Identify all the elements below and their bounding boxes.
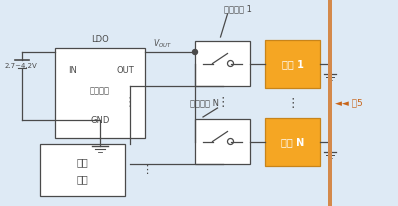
Text: ◄◄ 图5: ◄◄ 图5 xyxy=(335,98,363,108)
Text: ⋮: ⋮ xyxy=(216,96,229,109)
Bar xyxy=(55,48,145,138)
Text: IN: IN xyxy=(68,66,78,75)
Text: LDO: LDO xyxy=(91,35,109,44)
Text: ⋮: ⋮ xyxy=(124,96,136,109)
Text: 负载开关 1: 负载开关 1 xyxy=(224,4,252,13)
Text: 微处: 微处 xyxy=(77,157,88,167)
Bar xyxy=(195,119,250,164)
Bar xyxy=(265,40,320,88)
Bar xyxy=(265,118,320,166)
Text: 理器: 理器 xyxy=(77,174,88,184)
Text: 2.7~4.2V: 2.7~4.2V xyxy=(5,63,38,69)
Text: 线性电源: 线性电源 xyxy=(90,87,110,96)
Text: ⋮: ⋮ xyxy=(286,96,299,110)
Text: OUT: OUT xyxy=(116,66,134,75)
Circle shape xyxy=(193,49,197,55)
Text: 负载开关 N: 负载开关 N xyxy=(190,98,219,107)
Text: 负载 1: 负载 1 xyxy=(281,59,303,69)
Text: 负载 N: 负载 N xyxy=(281,137,304,147)
Bar xyxy=(40,144,125,196)
Text: ⋮: ⋮ xyxy=(141,165,152,175)
Text: GND: GND xyxy=(90,116,110,124)
Bar xyxy=(195,41,250,86)
Bar xyxy=(328,0,332,206)
Text: $V_{OUT}$: $V_{OUT}$ xyxy=(153,37,172,50)
